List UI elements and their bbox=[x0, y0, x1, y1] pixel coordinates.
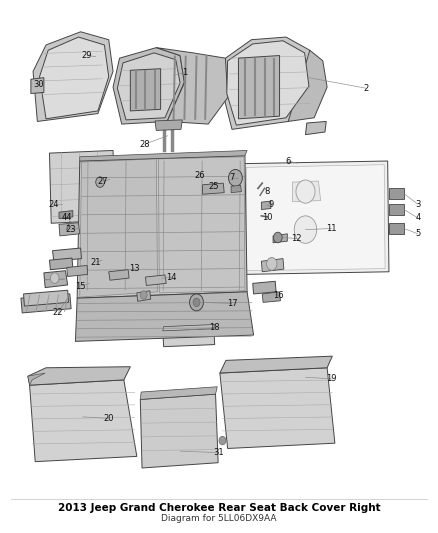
Text: 7: 7 bbox=[229, 173, 235, 182]
Text: 4: 4 bbox=[415, 214, 420, 222]
Polygon shape bbox=[131, 69, 161, 111]
Polygon shape bbox=[49, 258, 73, 270]
Polygon shape bbox=[227, 41, 309, 125]
Text: 11: 11 bbox=[326, 224, 337, 233]
Polygon shape bbox=[24, 290, 68, 306]
Text: 16: 16 bbox=[273, 291, 284, 300]
Text: 9: 9 bbox=[268, 200, 273, 209]
Polygon shape bbox=[59, 223, 80, 236]
Text: 25: 25 bbox=[208, 182, 219, 191]
Polygon shape bbox=[77, 156, 247, 298]
Polygon shape bbox=[389, 204, 404, 215]
Text: 26: 26 bbox=[194, 171, 205, 180]
Polygon shape bbox=[231, 185, 241, 192]
Text: 30: 30 bbox=[33, 80, 43, 89]
Text: 44: 44 bbox=[61, 214, 72, 222]
Circle shape bbox=[267, 257, 277, 270]
Polygon shape bbox=[159, 157, 245, 293]
Text: 13: 13 bbox=[129, 264, 140, 273]
Polygon shape bbox=[288, 50, 327, 122]
Text: 17: 17 bbox=[226, 299, 237, 308]
Polygon shape bbox=[33, 32, 113, 122]
Text: Diagram for 5LL06DX9AA: Diagram for 5LL06DX9AA bbox=[161, 514, 277, 523]
Polygon shape bbox=[30, 380, 137, 462]
Text: 15: 15 bbox=[75, 281, 86, 290]
Polygon shape bbox=[243, 161, 389, 274]
Polygon shape bbox=[305, 122, 326, 135]
Text: 2: 2 bbox=[364, 84, 369, 93]
Text: 27: 27 bbox=[97, 176, 108, 185]
Polygon shape bbox=[163, 325, 215, 331]
Polygon shape bbox=[21, 294, 71, 313]
Circle shape bbox=[219, 437, 226, 445]
Polygon shape bbox=[53, 248, 81, 261]
Polygon shape bbox=[389, 223, 404, 234]
Polygon shape bbox=[163, 329, 215, 346]
Polygon shape bbox=[273, 234, 287, 243]
Text: 19: 19 bbox=[326, 374, 337, 383]
Polygon shape bbox=[389, 189, 404, 199]
Circle shape bbox=[193, 298, 200, 306]
Polygon shape bbox=[156, 47, 228, 124]
Circle shape bbox=[190, 294, 203, 311]
Polygon shape bbox=[140, 394, 218, 468]
Circle shape bbox=[273, 232, 282, 243]
Polygon shape bbox=[145, 275, 166, 286]
Polygon shape bbox=[75, 292, 254, 342]
Polygon shape bbox=[59, 211, 73, 219]
Text: 31: 31 bbox=[214, 448, 224, 457]
Text: 23: 23 bbox=[66, 225, 76, 234]
Circle shape bbox=[50, 273, 59, 284]
Polygon shape bbox=[28, 373, 45, 385]
Polygon shape bbox=[261, 201, 271, 209]
Polygon shape bbox=[140, 387, 217, 399]
Polygon shape bbox=[220, 368, 335, 448]
Polygon shape bbox=[67, 265, 88, 277]
Text: 5: 5 bbox=[415, 229, 420, 238]
Circle shape bbox=[296, 180, 315, 203]
Polygon shape bbox=[261, 259, 284, 272]
Text: 22: 22 bbox=[53, 309, 64, 318]
Text: 14: 14 bbox=[166, 273, 177, 282]
Polygon shape bbox=[253, 281, 276, 294]
Polygon shape bbox=[39, 37, 109, 119]
Text: 3: 3 bbox=[415, 200, 420, 209]
Text: 10: 10 bbox=[262, 214, 273, 222]
Polygon shape bbox=[262, 292, 280, 302]
Polygon shape bbox=[44, 271, 67, 288]
Polygon shape bbox=[109, 270, 129, 280]
Polygon shape bbox=[80, 150, 247, 161]
Text: 29: 29 bbox=[82, 51, 92, 60]
Text: 12: 12 bbox=[292, 234, 302, 243]
Circle shape bbox=[140, 291, 147, 299]
Text: 20: 20 bbox=[103, 414, 114, 423]
Polygon shape bbox=[155, 120, 182, 131]
Polygon shape bbox=[246, 165, 385, 271]
Circle shape bbox=[229, 169, 242, 187]
Polygon shape bbox=[117, 53, 180, 120]
Text: 24: 24 bbox=[49, 200, 59, 209]
Circle shape bbox=[96, 177, 104, 188]
Polygon shape bbox=[220, 356, 332, 373]
Polygon shape bbox=[238, 55, 279, 119]
Text: 18: 18 bbox=[209, 323, 220, 332]
Polygon shape bbox=[80, 159, 158, 297]
Polygon shape bbox=[113, 47, 184, 124]
Polygon shape bbox=[28, 367, 131, 385]
Polygon shape bbox=[49, 150, 115, 223]
Text: 2013 Jeep Grand Cherokee Rear Seat Back Cover Right: 2013 Jeep Grand Cherokee Rear Seat Back … bbox=[58, 503, 380, 513]
Polygon shape bbox=[137, 291, 151, 301]
Polygon shape bbox=[31, 78, 44, 93]
Text: 21: 21 bbox=[91, 258, 101, 267]
Text: 1: 1 bbox=[182, 68, 187, 77]
Circle shape bbox=[294, 216, 317, 243]
Polygon shape bbox=[293, 181, 321, 201]
Polygon shape bbox=[223, 37, 314, 130]
Polygon shape bbox=[202, 183, 224, 194]
Text: 8: 8 bbox=[264, 187, 269, 196]
Text: 28: 28 bbox=[139, 140, 150, 149]
Text: 6: 6 bbox=[286, 157, 291, 166]
